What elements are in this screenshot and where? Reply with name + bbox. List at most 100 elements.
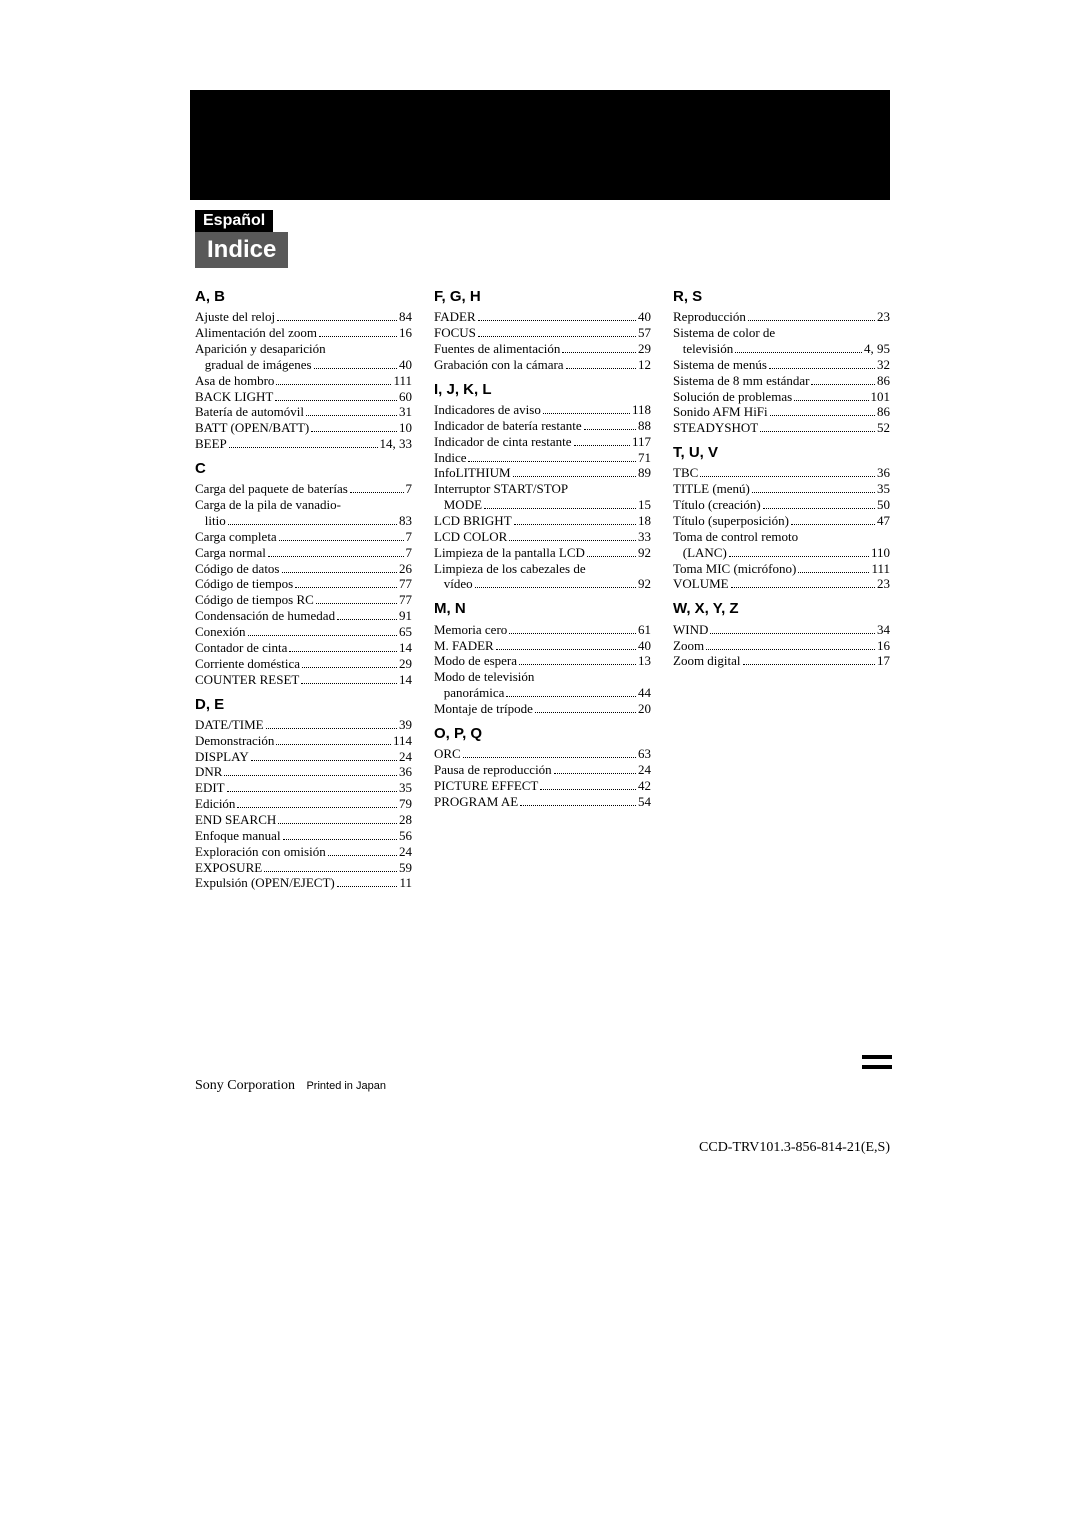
leader-dots — [791, 524, 875, 525]
index-entry: Asa de hombro111 — [195, 373, 412, 389]
index-term: Título (creación) — [673, 497, 761, 513]
index-page: 10 — [399, 420, 412, 436]
index-term: Reproducción — [673, 309, 746, 325]
leader-dots — [328, 855, 397, 856]
index-page: 111 — [393, 373, 412, 389]
leader-dots — [316, 603, 397, 604]
index-term: vídeo — [434, 576, 473, 592]
index-entry: Título (creación)50 — [673, 497, 890, 513]
index-term: TBC — [673, 465, 698, 481]
index-term: Interruptor START/STOP — [434, 481, 568, 497]
index-entry: gradual de imágenes40 — [195, 357, 412, 373]
side-marks — [862, 1055, 892, 1075]
index-term: Código de tiempos — [195, 576, 293, 592]
leader-dots — [731, 587, 875, 588]
leader-dots — [513, 476, 636, 477]
index-entry: televisión 4, 95 — [673, 341, 890, 357]
index-entry: litio83 — [195, 513, 412, 529]
index-page: 18 — [638, 513, 651, 529]
index-entry: END SEARCH 28 — [195, 812, 412, 828]
index-page: 35 — [877, 481, 890, 497]
index-term: EXPOSURE — [195, 860, 262, 876]
leader-dots — [763, 508, 875, 509]
index-entry: Memoria cero61 — [434, 622, 651, 638]
index-term: Carga completa — [195, 529, 277, 545]
footer-code: CCD-TRV101.3-856-814-21(E,S) — [699, 1140, 890, 1156]
index-entry: Solución de problemas 101 — [673, 389, 890, 405]
index-entry: Aparición y desaparición — [195, 341, 412, 357]
index-entry: LCD BRIGHT 18 — [434, 513, 651, 529]
index-entry: BATT (OPEN/BATT)10 — [195, 420, 412, 436]
index-term: Carga de la pila de vanadio- — [195, 497, 341, 513]
leader-dots — [584, 429, 636, 430]
index-term: Ajuste del reloj — [195, 309, 275, 325]
index-page: 47 — [877, 513, 890, 529]
index-term: Conexión — [195, 624, 246, 640]
leader-dots — [268, 556, 404, 557]
index-term: televisión — [673, 341, 733, 357]
index-entry: Reproducción 23 — [673, 309, 890, 325]
index-entry: Pausa de reproducción24 — [434, 762, 651, 778]
index-term: panorámica — [434, 685, 504, 701]
index-term: Memoria cero — [434, 622, 507, 638]
leader-dots — [760, 431, 875, 432]
index-page: 7 — [406, 481, 413, 497]
index-page: 24 — [399, 844, 412, 860]
leader-dots — [276, 384, 391, 385]
leader-dots — [237, 807, 397, 808]
index-page: 42 — [638, 778, 651, 794]
footer-left: Sony Corporation Printed in Japan — [195, 1078, 386, 1094]
index-term: Grabación con la cámara — [434, 357, 564, 373]
index-entry: Código de tiempos77 — [195, 576, 412, 592]
index-entry: Contador de cinta14 — [195, 640, 412, 656]
section-heading: A, B — [195, 288, 412, 306]
index-page: 111 — [871, 561, 890, 577]
index-entry: Batería de automóvil31 — [195, 404, 412, 420]
index-term: gradual de imágenes — [195, 357, 312, 373]
section-heading: D, E — [195, 696, 412, 714]
leader-dots — [770, 415, 875, 416]
section-heading: O, P, Q — [434, 725, 651, 743]
index-entry: PICTURE EFFECT 42 — [434, 778, 651, 794]
index-page: 118 — [632, 402, 651, 418]
index-term: END SEARCH — [195, 812, 276, 828]
index-entry: vídeo92 — [434, 576, 651, 592]
index-entry: Carga completa7 — [195, 529, 412, 545]
leader-dots — [748, 320, 875, 321]
leader-dots — [468, 461, 636, 462]
leader-dots — [562, 352, 636, 353]
leader-dots — [574, 445, 630, 446]
index-page: 20 — [638, 701, 651, 717]
leader-dots — [798, 572, 869, 573]
leader-dots — [735, 352, 862, 353]
index-page: 59 — [399, 860, 412, 876]
index-entry: M. FADER40 — [434, 638, 651, 654]
index-entry: STEADYSHOT52 — [673, 420, 890, 436]
index-entry: Expulsión (OPEN/EJECT)11 — [195, 875, 412, 891]
leader-dots — [251, 760, 397, 761]
index-page: 28 — [399, 812, 412, 828]
leader-dots — [700, 476, 875, 477]
index-page: 33 — [638, 529, 651, 545]
leader-dots — [535, 712, 636, 713]
index-entry: Carga normal7 — [195, 545, 412, 561]
leader-dots — [509, 633, 636, 634]
index-page: 24 — [638, 762, 651, 778]
index-term: Indicador de cinta restante — [434, 434, 572, 450]
index-page: 23 — [877, 309, 890, 325]
index-entry: Código de datos26 — [195, 561, 412, 577]
index-term: WIND — [673, 622, 708, 638]
index-term: Modo de espera — [434, 653, 517, 669]
index-column: R, SReproducción23Sistema de color de te… — [673, 280, 890, 891]
index-page: 79 — [399, 796, 412, 812]
leader-dots — [463, 757, 636, 758]
index-term: LCD BRIGHT — [434, 513, 512, 529]
index-entry: Limpieza de los cabezales de — [434, 561, 651, 577]
index-column: A, BAjuste del reloj84Alimentación del z… — [195, 280, 412, 891]
index-term: PICTURE EFFECT — [434, 778, 538, 794]
index-term: Corriente doméstica — [195, 656, 300, 672]
index-term: Toma MIC (micrófono) — [673, 561, 796, 577]
index-page: 101 — [871, 389, 891, 405]
index-page: 4, 95 — [864, 341, 890, 357]
index-term: Solución de problemas — [673, 389, 792, 405]
